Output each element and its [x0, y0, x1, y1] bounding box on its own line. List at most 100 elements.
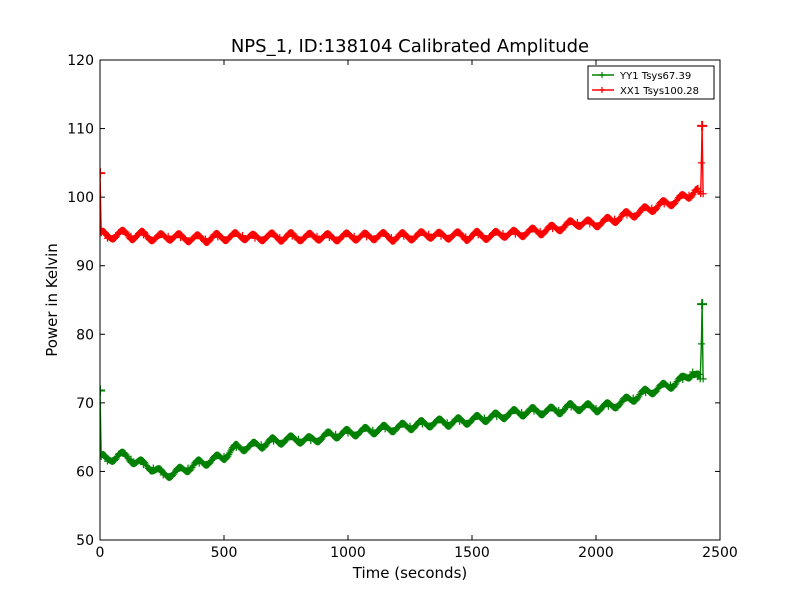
- data-point: [115, 229, 123, 237]
- data-point: [245, 443, 253, 451]
- y-tick-label: 80: [76, 327, 94, 343]
- data-point: [394, 424, 402, 432]
- data-point: [363, 233, 371, 241]
- legend: YY1 Tsys67.39 XX1 Tsys100.28: [587, 65, 715, 100]
- x-tick-label: 500: [211, 545, 238, 561]
- data-point: [617, 399, 625, 407]
- y-tick-label: 50: [76, 533, 94, 549]
- x-tick-label: 1000: [330, 545, 366, 561]
- data-point: [493, 413, 501, 421]
- x-tick-label: 0: [96, 545, 105, 561]
- data-point: [679, 376, 687, 384]
- y-tick-label: 60: [76, 464, 94, 480]
- y-tick-label: 100: [67, 190, 94, 206]
- data-point: [468, 416, 476, 424]
- y-tick-label: 70: [76, 396, 94, 412]
- data-point: [338, 233, 346, 241]
- data-point: [332, 430, 340, 438]
- data-point: [350, 232, 358, 240]
- data-point: [642, 389, 650, 397]
- data-point: [381, 425, 389, 433]
- data-point: [195, 459, 203, 467]
- data-point: [573, 219, 581, 227]
- data-point: [375, 232, 383, 240]
- legend-marker: [599, 72, 605, 78]
- data-point: [697, 159, 705, 167]
- data-point: [635, 208, 643, 216]
- data-point: [418, 420, 426, 428]
- data-point: [648, 204, 656, 212]
- data-point: [660, 200, 668, 208]
- data-point: [666, 381, 674, 389]
- legend-label: YY1 Tsys67.39: [619, 71, 691, 82]
- data-point: [697, 120, 708, 131]
- data-point: [567, 403, 575, 411]
- data-point: [474, 231, 482, 239]
- data-point: [127, 232, 135, 240]
- data-point: [580, 403, 588, 411]
- data-point: [100, 452, 105, 460]
- data-point: [139, 461, 147, 469]
- data-point: [356, 428, 364, 436]
- legend-label: XX1 Tsys100.28: [620, 86, 699, 97]
- data-point: [164, 232, 172, 240]
- data-point: [201, 235, 209, 243]
- data-point: [344, 429, 352, 437]
- data-point: [697, 299, 708, 310]
- data-point: [226, 233, 234, 241]
- data-point: [149, 464, 157, 472]
- data-point: [276, 234, 284, 242]
- data-point: [103, 457, 111, 465]
- plot-frame: [99, 59, 721, 541]
- data-point: [623, 211, 631, 219]
- data-point: [518, 408, 526, 416]
- data-point: [103, 234, 111, 242]
- data-point: [524, 228, 532, 236]
- data-point: [431, 419, 439, 427]
- data-point: [307, 437, 315, 445]
- data-point: [604, 402, 612, 410]
- data-point: [232, 443, 240, 451]
- chart-title: NPS_1, ID:138104 Calibrated Amplitude: [231, 36, 589, 57]
- y-tick-label: 90: [76, 259, 94, 275]
- data-point: [505, 410, 513, 418]
- data-point: [159, 471, 167, 479]
- data-point: [449, 231, 457, 239]
- data-point: [100, 168, 105, 179]
- data-point: [369, 426, 377, 434]
- data-point: [214, 233, 222, 241]
- data-point: [592, 404, 600, 412]
- series-1: [100, 299, 708, 481]
- data-point: [100, 385, 105, 396]
- series-2: [100, 120, 708, 246]
- data-point: [480, 414, 488, 422]
- data-point: [406, 422, 414, 430]
- data-point: [301, 234, 309, 242]
- x-tick-label: 1500: [454, 545, 490, 561]
- data-point: [170, 469, 178, 477]
- data-point: [425, 230, 433, 238]
- ticks-layer: 0 500 1000 1500 2000 2500 50 60 70 80 90 100 110 120: [67, 53, 738, 561]
- data-point: [689, 368, 697, 376]
- data-point: [542, 407, 550, 415]
- data-point: [586, 220, 594, 228]
- data-point: [598, 219, 606, 227]
- data-point: [561, 222, 569, 230]
- data-point: [443, 419, 451, 427]
- data-point: [184, 464, 192, 472]
- y-axis-label: Power in Kelvin: [43, 243, 61, 357]
- data-point: [555, 406, 563, 414]
- data-point: [177, 234, 185, 242]
- data-point: [685, 191, 693, 199]
- data-point: [549, 225, 557, 233]
- data-point: [697, 340, 705, 348]
- data-point: [239, 232, 247, 240]
- series-layer: [100, 120, 708, 481]
- legend-box: [587, 65, 715, 100]
- data-point: [139, 231, 147, 239]
- data-point: [499, 229, 507, 237]
- data-point: [487, 232, 495, 240]
- data-point: [325, 234, 333, 242]
- data-point: [251, 234, 259, 242]
